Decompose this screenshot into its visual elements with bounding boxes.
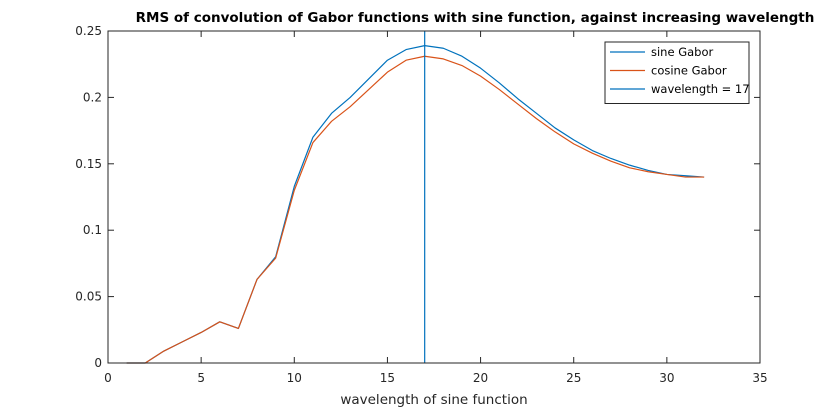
x-axis-label: wavelength of sine function bbox=[340, 392, 527, 408]
x-tick-label: 20 bbox=[473, 371, 488, 385]
tick-layer: 0 5 10 15 20 25 30 35 0 0.05 0.1 0.15 0.2 0.25 bbox=[75, 24, 767, 385]
y-tick-label: 0 bbox=[94, 356, 102, 370]
x-tick-label: 35 bbox=[752, 371, 767, 385]
series-line-1 bbox=[126, 55, 705, 364]
y-tick-label: 0.15 bbox=[75, 157, 102, 171]
legend-label: sine Gabor bbox=[651, 45, 714, 59]
y-tick-label: 0.2 bbox=[83, 90, 102, 104]
y-tick-label: 0.1 bbox=[83, 223, 102, 237]
x-tick-label: 5 bbox=[197, 371, 205, 385]
x-tick-label: 30 bbox=[659, 371, 674, 385]
legend-label: wavelength = 17 bbox=[651, 82, 750, 96]
plot-layer bbox=[126, 31, 705, 364]
x-tick-label: 15 bbox=[380, 371, 395, 385]
legend: sine Gabor cosine Gabor wavelength = 17 bbox=[604, 41, 750, 104]
axes-box bbox=[107, 30, 761, 364]
x-tick-label: 0 bbox=[104, 371, 112, 385]
chart-title: RMS of convolution of Gabor functions wi… bbox=[136, 10, 815, 26]
x-tick-label: 10 bbox=[287, 371, 302, 385]
x-tick-label: 25 bbox=[566, 371, 581, 385]
y-tick-label: 0.25 bbox=[75, 24, 102, 38]
y-tick-label: 0.05 bbox=[75, 290, 102, 304]
legend-label: cosine Gabor bbox=[651, 64, 727, 78]
